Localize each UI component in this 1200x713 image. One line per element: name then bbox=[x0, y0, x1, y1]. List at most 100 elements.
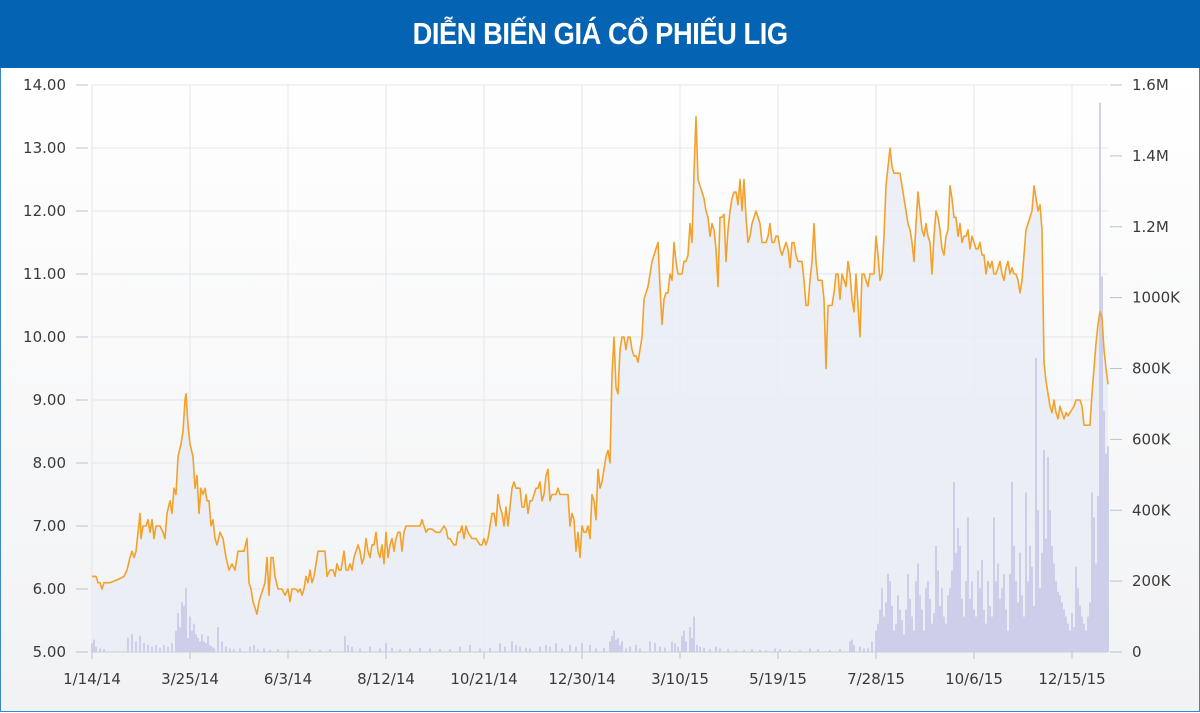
volume-bar bbox=[925, 588, 927, 652]
volume-bar bbox=[309, 649, 311, 652]
volume-bar bbox=[613, 630, 615, 652]
volume-bar bbox=[887, 574, 889, 652]
y2-tick-label: 1000K bbox=[1132, 289, 1181, 307]
volume-bar bbox=[853, 644, 855, 652]
volume-bar bbox=[549, 646, 551, 652]
volume-bar bbox=[615, 639, 617, 652]
volume-bar bbox=[779, 649, 781, 652]
volume-bar bbox=[851, 639, 853, 652]
y2-tick-label: 400K bbox=[1132, 501, 1172, 519]
volume-bar bbox=[1083, 623, 1085, 652]
volume-bar bbox=[1071, 613, 1073, 652]
volume-bar bbox=[277, 649, 279, 652]
volume-bar bbox=[545, 644, 547, 652]
volume-bar bbox=[1017, 602, 1019, 652]
volume-bar bbox=[971, 581, 973, 652]
volume-bar bbox=[681, 636, 683, 652]
volume-bar bbox=[955, 552, 957, 652]
volume-bar bbox=[1101, 276, 1103, 652]
volume-bar bbox=[189, 616, 191, 652]
volume-bar bbox=[155, 644, 157, 652]
volume-bar bbox=[581, 643, 583, 652]
volume-bar bbox=[975, 616, 977, 652]
volume-bar bbox=[809, 648, 811, 652]
volume-bar bbox=[1077, 588, 1079, 652]
volume-bar bbox=[1059, 595, 1061, 652]
volume-bar bbox=[459, 646, 461, 652]
volume-bar bbox=[929, 598, 931, 652]
volume-bar bbox=[859, 646, 861, 652]
volume-bar bbox=[743, 649, 745, 652]
chart-title: DIỄN BIẾN GIÁ CỔ PHIẾU LIG bbox=[412, 16, 788, 51]
volume-bar bbox=[967, 517, 969, 652]
volume-bar bbox=[935, 545, 937, 652]
volume-bar bbox=[177, 613, 179, 652]
volume-bar bbox=[197, 637, 199, 652]
volume-bar bbox=[933, 613, 935, 652]
volume-bar bbox=[175, 630, 177, 652]
volume-bar bbox=[1055, 581, 1057, 652]
y2-tick-label: 200K bbox=[1132, 572, 1172, 590]
volume-bar bbox=[183, 605, 185, 652]
y-tick-label: 12.00 bbox=[23, 202, 66, 220]
volume-bar bbox=[163, 644, 165, 652]
volume-bar bbox=[167, 646, 169, 652]
volume-bar bbox=[829, 649, 831, 652]
volume-bar bbox=[199, 641, 201, 652]
volume-bar bbox=[287, 650, 289, 652]
volume-bar bbox=[985, 623, 987, 652]
x-tick-label: 12/30/14 bbox=[548, 670, 615, 688]
y-tick-label: 9.00 bbox=[33, 391, 66, 409]
volume-bar bbox=[674, 643, 676, 652]
volume-bar bbox=[685, 641, 687, 652]
volume-bar bbox=[691, 637, 693, 652]
volume-bar bbox=[849, 641, 851, 652]
price-line bbox=[92, 115, 1109, 615]
volume-bar bbox=[659, 646, 661, 652]
volume-bar bbox=[671, 641, 673, 652]
volume-bar bbox=[575, 646, 577, 652]
volume-bar bbox=[1039, 588, 1041, 652]
volume-bar bbox=[1079, 605, 1081, 652]
volume-bar bbox=[1069, 630, 1071, 652]
volume-bar bbox=[877, 623, 879, 652]
volume-bar bbox=[941, 588, 943, 652]
volume-bar bbox=[201, 634, 203, 652]
volume-bar bbox=[191, 630, 193, 652]
volume-bar bbox=[171, 643, 173, 652]
volume-bar bbox=[249, 646, 251, 652]
volume-bar bbox=[399, 649, 401, 652]
volume-bar bbox=[977, 570, 979, 652]
volume-bar bbox=[617, 637, 619, 652]
volume-bar bbox=[269, 649, 271, 652]
volume-bar bbox=[181, 602, 183, 652]
volume-bar bbox=[369, 646, 371, 652]
volume-bar bbox=[187, 637, 189, 652]
x-tick-label: 10/6/15 bbox=[945, 670, 1003, 688]
volume-bar bbox=[1041, 552, 1043, 652]
volume-bar bbox=[525, 647, 527, 652]
volume-bar bbox=[205, 643, 207, 652]
volume-bar bbox=[889, 581, 891, 652]
volume-bar bbox=[751, 649, 753, 652]
volume-bar bbox=[621, 641, 623, 652]
volume-bar bbox=[555, 643, 557, 652]
volume-bar bbox=[1033, 605, 1035, 652]
volume-bar bbox=[217, 627, 219, 652]
y-tick-label: 11.00 bbox=[23, 265, 66, 283]
volume-bar bbox=[147, 644, 149, 652]
volume-bar bbox=[989, 605, 991, 652]
volume-bar bbox=[903, 634, 905, 652]
y2-tick-label: 1.2M bbox=[1132, 218, 1169, 236]
volume-bar bbox=[253, 644, 255, 652]
volume-bar bbox=[1035, 357, 1037, 652]
y2-tick-label: 600K bbox=[1132, 430, 1172, 448]
volume-bar bbox=[479, 648, 481, 652]
volume-bar bbox=[639, 648, 641, 652]
volume-bar bbox=[1081, 616, 1083, 652]
volume-bar bbox=[609, 641, 611, 652]
volume-bar bbox=[931, 623, 933, 652]
volume-bar bbox=[927, 581, 929, 652]
volume-bar bbox=[993, 517, 995, 652]
volume-bar bbox=[221, 641, 223, 652]
